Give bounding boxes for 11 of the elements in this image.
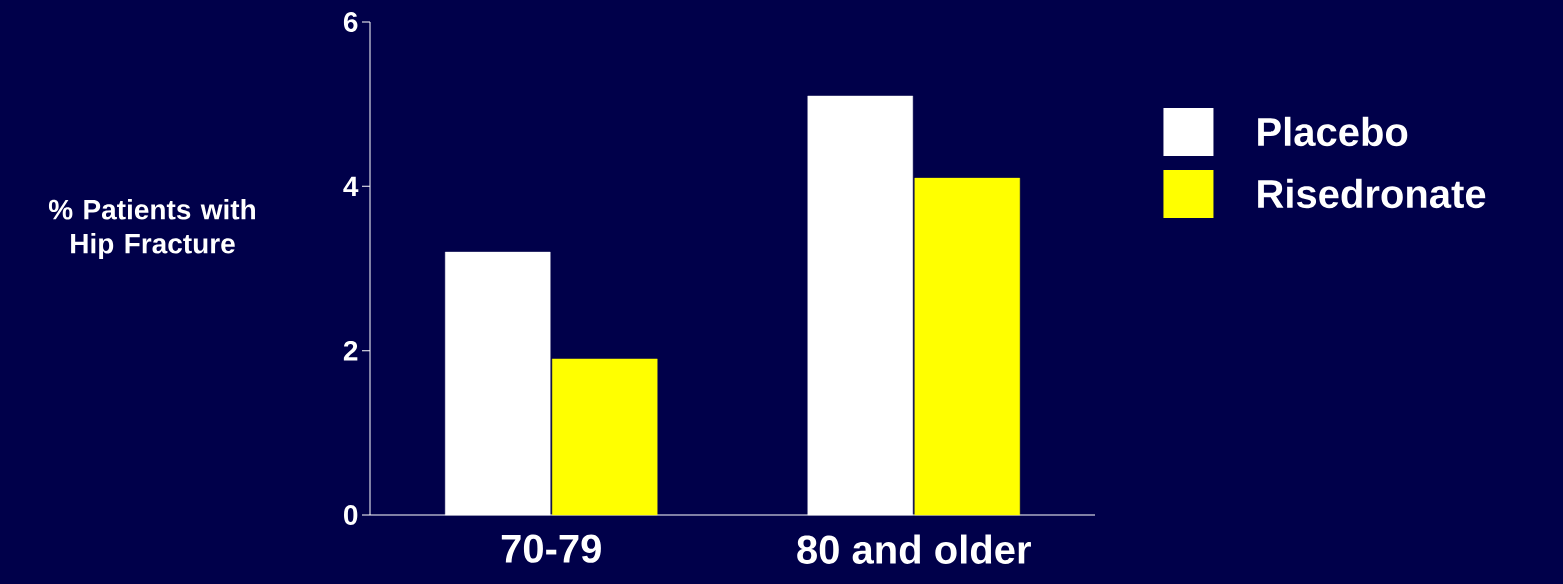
- x-tick-label: 80 and older: [797, 534, 1031, 564]
- legend-label: Risedronate: [1258, 178, 1486, 209]
- legend-label: Placebo: [1258, 116, 1408, 147]
- y-tick-label: 4: [343, 176, 359, 196]
- y-tick-label: 2: [343, 340, 358, 361]
- x-tick-label: 70-79: [501, 534, 601, 563]
- y-tick-label: 0: [344, 505, 358, 525]
- bar: [914, 177, 1020, 516]
- y-axis-title: % Patients with Hip Fracture: [48, 199, 255, 260]
- bar: [552, 358, 658, 516]
- y-tick-label: 6: [343, 12, 358, 32]
